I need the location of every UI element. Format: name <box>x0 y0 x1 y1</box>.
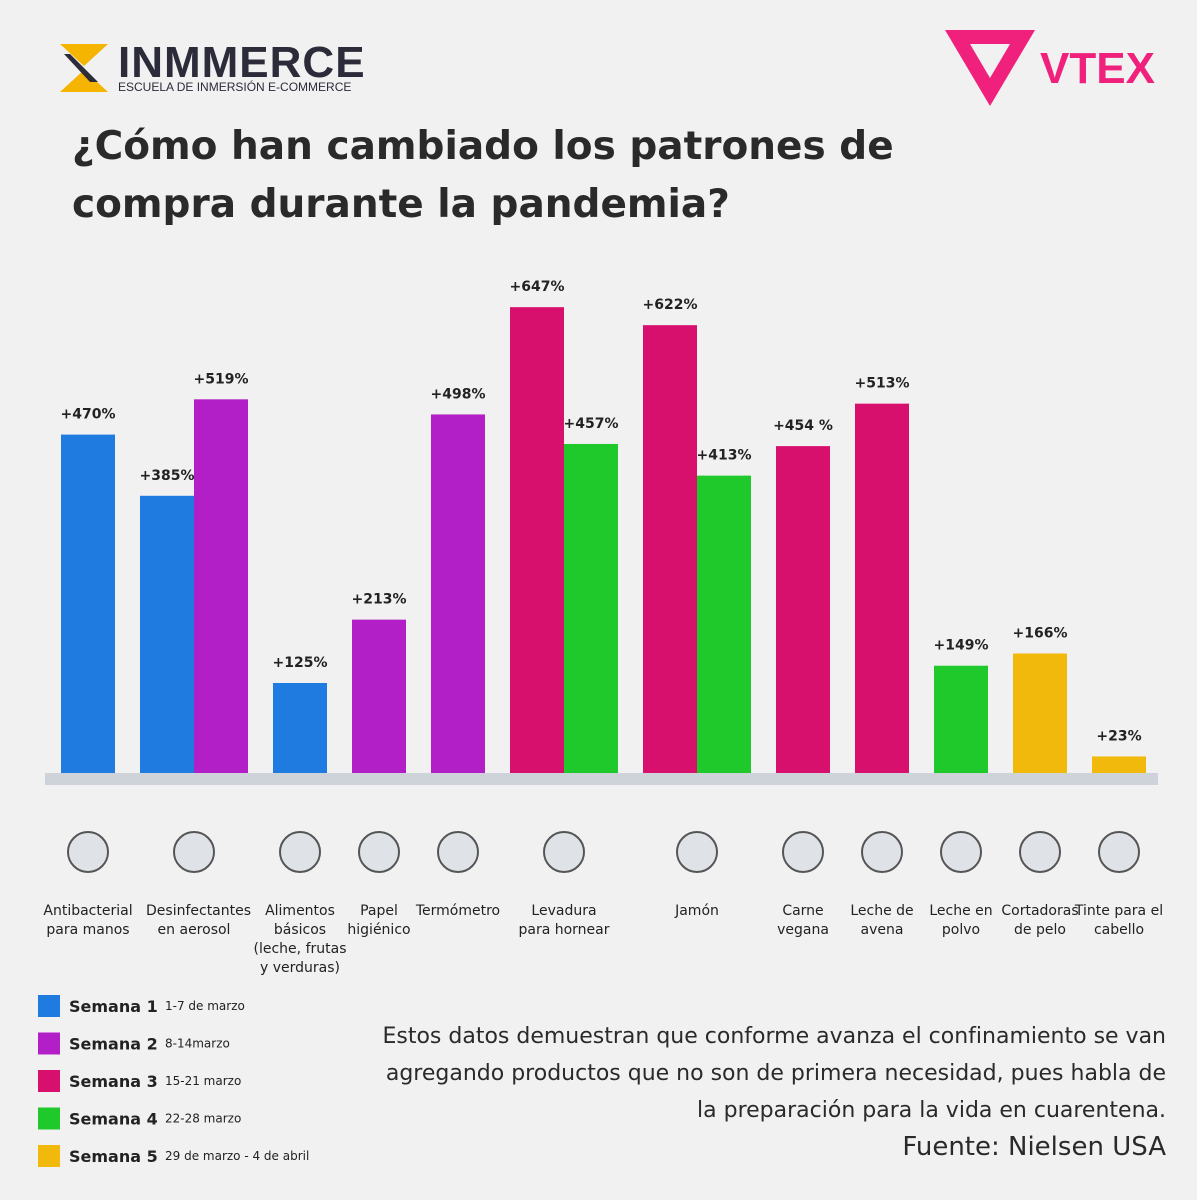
source: Fuente: Nielsen USA <box>902 1132 1166 1162</box>
category-icon <box>358 831 400 873</box>
category-icon <box>173 831 215 873</box>
legend-swatch <box>38 995 60 1017</box>
category-label: Leche de avena <box>850 903 914 938</box>
value-label: +23% <box>1096 728 1141 744</box>
category-icon <box>543 831 585 873</box>
bar <box>140 495 194 773</box>
value-label: +470% <box>61 407 116 423</box>
value-label: +166% <box>1013 625 1068 641</box>
category-icon <box>437 831 479 873</box>
category-icon <box>940 831 982 873</box>
legend-swatch <box>38 1145 60 1167</box>
value-label: +413% <box>697 448 752 464</box>
legend-swatch <box>38 1107 60 1130</box>
category-label: Termómetro <box>415 903 501 919</box>
category-icon <box>676 831 718 873</box>
bar <box>697 475 751 773</box>
bar <box>934 665 988 773</box>
brand: INMMERCE <box>118 38 366 87</box>
category-label: Desinfectantes en aerosol <box>146 903 252 938</box>
legend-name: Semana 2 <box>69 1035 158 1054</box>
brand-logo <box>60 44 108 92</box>
category-icon <box>279 831 321 873</box>
bar <box>61 434 115 773</box>
legend-name: Semana 1 <box>69 997 158 1016</box>
value-label: +647% <box>510 279 565 295</box>
bar <box>776 446 830 773</box>
legend-name: Semana 5 <box>69 1147 158 1166</box>
bar <box>1092 756 1146 773</box>
value-label: +149% <box>934 638 989 654</box>
value-label: +622% <box>643 297 698 313</box>
category-label: Leche en polvo <box>929 903 993 938</box>
category-label: Antibacterial para manos <box>43 903 133 938</box>
note: Estos datos demuestran que conforme avan… <box>382 1024 1166 1123</box>
brand-tagline: ESCUELA DE INMERSIÓN E-COMMERCE <box>118 80 352 94</box>
category-icon <box>67 831 109 873</box>
category-label: Alimentos básicos (leche, frutas y verdu… <box>253 903 347 976</box>
bar <box>855 403 909 773</box>
category-label: Jamón <box>675 903 719 919</box>
bar <box>194 399 248 773</box>
bar <box>1013 653 1067 773</box>
legend-period: 8-14marzo <box>165 1037 230 1051</box>
baseline <box>45 773 1158 785</box>
category-label: Papel higiénico <box>347 903 411 938</box>
value-label: +519% <box>194 371 249 387</box>
partner-logo <box>945 30 1035 106</box>
category-icon <box>861 831 903 873</box>
legend-name: Semana 4 <box>69 1110 158 1129</box>
partner: VTEX <box>1040 44 1155 93</box>
bar <box>273 683 327 773</box>
bar <box>431 414 485 773</box>
value-label: +498% <box>431 386 486 402</box>
bar <box>564 443 618 773</box>
category-icon <box>1098 831 1140 873</box>
category-label: Carne vegana <box>777 903 829 938</box>
legend-name: Semana 3 <box>69 1072 158 1091</box>
bar <box>510 307 564 773</box>
value-label: +454 % <box>773 418 833 434</box>
value-label: +513% <box>855 376 910 392</box>
legend-period: 22-28 marzo <box>165 1112 241 1126</box>
legend-swatch <box>38 1070 60 1092</box>
category-label: Tinte para el cabello <box>1074 903 1164 938</box>
category-label: Cortadoras de pelo <box>1001 903 1079 938</box>
bar <box>643 325 697 773</box>
legend-swatch <box>38 1032 60 1055</box>
category-icon <box>782 831 824 873</box>
value-label: +385% <box>140 468 195 484</box>
bar <box>352 619 406 773</box>
legend-period: 1-7 de marzo <box>165 999 245 1013</box>
legend-period: 29 de marzo - 4 de abril <box>165 1149 309 1163</box>
chart-title: ¿Cómo han cambiado los patrones de compr… <box>72 124 894 227</box>
value-label: +125% <box>273 655 328 671</box>
category-label: Levadura para hornear <box>518 903 610 938</box>
value-label: +457% <box>564 416 619 432</box>
legend-period: 15-21 marzo <box>165 1074 241 1088</box>
value-label: +213% <box>352 592 407 608</box>
category-icon <box>1019 831 1061 873</box>
